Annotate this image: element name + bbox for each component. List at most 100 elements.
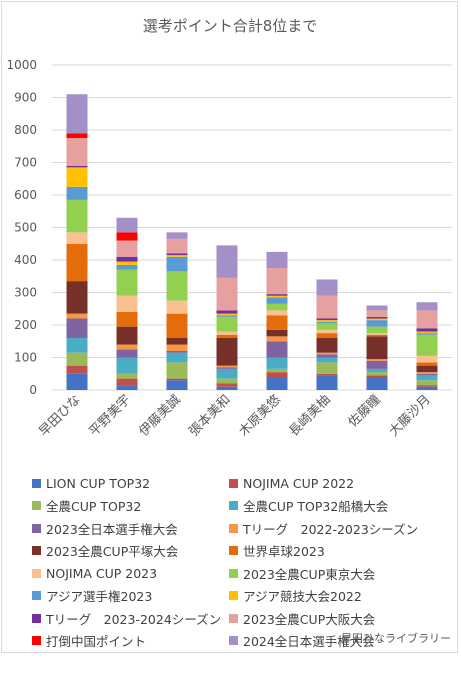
chart-plot: 選考ポイント合計8位まで 0 100 200 300 400 500 600 700 800 900… [6,17,452,440]
bar-segment [316,362,338,374]
bar-segment [66,373,88,390]
bar-segment [166,271,188,301]
legend-label: 2023全農CUP東京大会 [243,566,376,582]
bar-segment [66,365,88,374]
legend-swatch [32,501,41,510]
bar-segment [316,354,338,358]
bar-segment [216,310,238,314]
bar-segment [316,295,338,319]
bar-segment [216,316,238,332]
bar-segment [166,351,188,353]
bar-segment [166,232,188,239]
legend-swatch [229,568,238,578]
x-tick-label: 張本美和 [186,392,233,439]
y-tick-label: 800 [14,123,37,137]
bar-segment [216,338,238,366]
legend-item: 2023全農CUP大阪大会 [229,608,375,628]
legend-item: 2024全日本選手権大会 [229,631,375,651]
bar-segment [266,329,288,337]
legend-swatch [32,613,41,623]
bar-segment [416,385,438,387]
x-tick-label: 平野美宇 [86,392,133,439]
bar-segment [66,313,88,319]
bar-segment [216,383,238,387]
bar-segment [66,138,88,166]
bar-segment [366,310,388,317]
bar-segment [416,365,438,373]
legend-label: 2023全農CUP平塚大会 [46,544,179,559]
legend-label: NOJIMA CUP 2023 [46,565,158,581]
x-tick-label: 早田ひな [36,392,83,439]
bar-segment [416,380,438,386]
bar-segment [266,303,288,311]
bar-segment [416,328,438,332]
y-tick-label: 700 [14,156,37,170]
bar-segment [366,372,388,376]
legend-swatch [229,613,238,623]
bar-segment [66,165,88,168]
bar-segment [266,295,288,298]
bar-segment [216,367,238,369]
bar-segment [116,312,138,327]
bar-segment [416,310,438,329]
legend-swatch [229,523,238,533]
legend-label: Tリーグ 2022-2023シーズン [243,521,419,537]
bar-segment [166,380,188,390]
bar-segment [116,344,138,350]
legend-label: 打倒中国ポイント [46,634,147,649]
bar-segment [216,378,238,384]
chart-frame: 選考ポイント合計8位まで 0 100 200 300 400 500 600 700 800 900… [1,1,458,653]
bar-segment [316,357,338,363]
bar-segment [116,240,138,257]
legend-swatch [32,636,41,645]
bar-segment [216,365,238,368]
bar-segment [166,238,188,254]
bar-segment [66,281,88,314]
bar-segment [366,333,388,335]
bar-segment [316,321,338,324]
y-tick-label: 200 [14,318,37,332]
bar-segment [66,199,88,233]
bar-segment [66,318,88,338]
bar-segment [316,352,338,355]
bar-segment [366,359,388,361]
legend-item: 2023全日本選手権大会 [32,518,178,538]
bar-segment [266,336,288,342]
y-tick-label: 1000 [6,58,37,72]
legend-swatch [32,523,41,533]
bar-segment [166,344,188,351]
bar-segment [416,334,438,356]
bar-segment [166,352,188,363]
y-tick-label: 900 [14,91,37,105]
bar-segment [266,341,288,358]
bar-segment [116,256,138,262]
bar-segment [416,302,438,311]
y-tick-label: 500 [14,221,37,235]
bar-segment [216,386,238,390]
bar-segment [116,385,138,390]
bar-segment [316,373,338,376]
bar-segment [166,362,188,379]
legend-swatch [32,568,41,578]
footer-credit: 早田ひなライブラリー [341,632,451,645]
bar-segment [366,305,388,311]
bar-segment [366,368,388,373]
bar-segment [166,253,188,256]
bar-segment [366,326,388,334]
bar-segment [366,320,388,327]
bar-segment [316,279,338,296]
bar-segment [166,256,188,272]
bar-segment [366,318,388,321]
bar-segment [116,373,138,379]
bar-segment [116,264,138,270]
bar-segment [416,386,438,390]
bar-segment [366,377,388,390]
y-tick-label: 600 [14,188,37,202]
legend-swatch [229,501,238,510]
legend-item: 2023全農CUP平塚大会 [32,541,178,561]
y-tick-label: 100 [14,351,37,365]
legend-label: 世界卓球2023 [243,544,325,559]
y-tick-label: 300 [14,286,37,300]
bar-segment [166,255,188,257]
bar-segment [66,186,88,200]
